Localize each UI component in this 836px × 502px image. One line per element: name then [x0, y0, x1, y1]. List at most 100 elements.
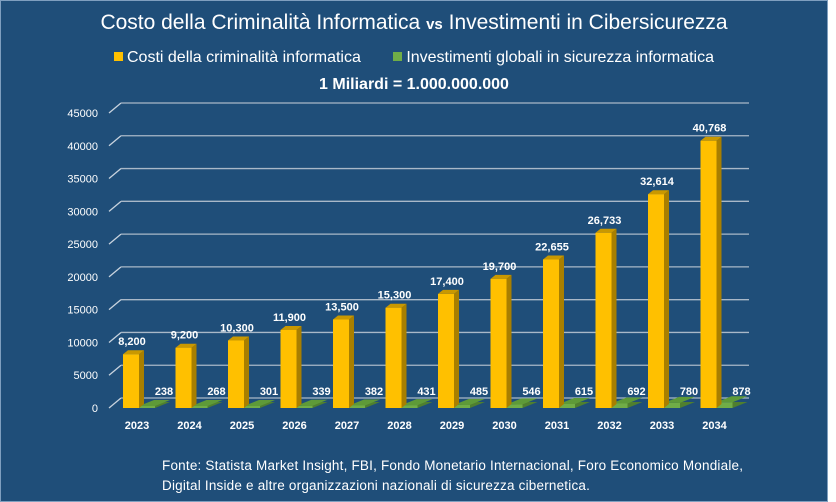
data-label-investment: 878 — [732, 386, 750, 398]
title-vs: vs — [426, 16, 443, 33]
y-tick-label: 25000 — [67, 239, 98, 251]
y-tick-label: 45000 — [67, 108, 98, 120]
legend: Costi della criminalità informatica Inve… — [1, 49, 827, 67]
bar-cost-top — [700, 136, 722, 141]
bar-cost-top — [385, 303, 407, 308]
data-label-cost: 22,655 — [535, 241, 569, 253]
data-label-cost: 32,614 — [640, 176, 675, 188]
data-label-cost: 19,700 — [483, 261, 517, 273]
bar-cost — [123, 354, 139, 408]
bar-investment — [611, 403, 628, 408]
x-tick-label: 2026 — [282, 420, 306, 432]
bar-cost-side — [244, 336, 249, 408]
data-label-cost: 13,500 — [325, 302, 359, 314]
data-label-investment: 382 — [365, 386, 383, 398]
x-tick-label: 2033 — [650, 420, 674, 432]
unit-note: 1 Miliardi = 1.000.000.000 — [319, 76, 509, 93]
bar-cost-side — [716, 136, 722, 409]
bar-cost — [333, 319, 349, 408]
gridline-slant — [108, 266, 122, 278]
gridline-slant — [108, 168, 122, 180]
gridline-slant — [108, 364, 122, 376]
bar-investment — [716, 402, 733, 408]
data-label-cost: 11,900 — [273, 312, 306, 324]
bar-cost — [490, 278, 507, 408]
source-line-2: Digital Inside e altre organizzazioni na… — [162, 478, 591, 493]
bar-investment-top — [244, 400, 275, 406]
bar-investment — [559, 403, 575, 408]
bar-investment — [506, 404, 523, 408]
data-label-investment: 615 — [575, 386, 593, 398]
bar-cost — [175, 347, 192, 408]
x-tick-label: 2027 — [335, 420, 359, 432]
y-tick-label: 10000 — [67, 337, 98, 349]
x-tick-label: 2031 — [545, 420, 569, 432]
bar-investment — [349, 405, 365, 408]
data-label-cost: 10,300 — [220, 322, 254, 334]
bar-cost — [648, 194, 664, 408]
bar-investment — [191, 406, 208, 408]
bar-investment-top — [349, 399, 380, 406]
x-tick-label: 2023 — [125, 420, 149, 432]
data-label-investment: 780 — [680, 386, 698, 398]
bar-investment-top — [559, 397, 590, 404]
x-tick-label: 2024 — [177, 420, 202, 432]
data-label-cost: 9,200 — [171, 330, 199, 342]
bar-cost-side — [296, 325, 302, 408]
x-tick-label: 2025 — [230, 420, 254, 432]
bar-cost-top — [490, 274, 512, 279]
chart-title: Costo della Criminalità Informatica vs I… — [1, 11, 827, 35]
data-label-investment: 692 — [627, 386, 645, 398]
legend-item-investments: Investimenti globali in sicurezza inform… — [393, 49, 714, 66]
bar-investment — [139, 406, 155, 408]
bar-cost-top — [333, 315, 354, 320]
x-tick-label: 2029 — [440, 420, 464, 432]
bar-investment-top — [611, 397, 643, 404]
bar-cost-side — [401, 303, 407, 408]
bar-investment-top — [401, 399, 433, 406]
bar-cost-side — [139, 350, 144, 408]
data-label-investment: 238 — [155, 386, 173, 398]
bar-investment-top — [139, 400, 170, 406]
source-note: Fonte: Statista Market Insight, FBI, Fon… — [162, 456, 743, 496]
data-label-cost: 40,768 — [693, 123, 727, 135]
bar-cost — [438, 293, 454, 408]
data-label-cost: 26,733 — [588, 215, 622, 227]
bar-cost — [595, 232, 612, 408]
bar-cost-top — [175, 343, 197, 348]
gridline-slant — [108, 299, 122, 311]
y-tick-label: 40000 — [67, 141, 98, 153]
gridline-slant — [108, 397, 122, 409]
y-tick-label: 20000 — [67, 272, 98, 284]
bar-cost-side — [559, 255, 564, 408]
gridline-slant — [108, 200, 122, 212]
bar-investment — [454, 404, 470, 408]
y-tick-label: 35000 — [67, 174, 98, 186]
bar-investment — [296, 405, 313, 408]
bar-cost-top — [543, 255, 564, 260]
legend-item-costs: Costi della criminalità informatica — [114, 49, 361, 66]
gridline-slant — [108, 135, 122, 147]
legend-label-costs: Costi della criminalità informatica — [127, 49, 361, 66]
bar-cost-top — [123, 350, 144, 355]
data-label-investment: 301 — [260, 386, 278, 398]
bar-cost — [385, 307, 402, 408]
bar-investment-top — [716, 396, 748, 403]
bar-cost-side — [191, 343, 197, 408]
bar-investment — [244, 406, 260, 408]
bar-cost — [280, 329, 297, 408]
data-label-investment: 431 — [417, 386, 435, 398]
title-part1: Costo della Criminalità Informatica — [100, 11, 421, 34]
source-line-1: Fonte: Statista Market Insight, FBI, Fon… — [162, 458, 744, 473]
y-tick-label: 0 — [92, 403, 98, 415]
bar-cost-top — [648, 190, 669, 195]
bar-cost-side — [506, 274, 512, 408]
gridline-slant — [108, 102, 122, 114]
data-label-cost: 17,400 — [430, 276, 464, 288]
gridline-slant — [108, 331, 122, 343]
bar-investment-top — [454, 398, 485, 405]
bar-cost-side — [454, 289, 459, 408]
x-tick-label: 2032 — [597, 420, 621, 432]
bar-cost-side — [349, 315, 354, 408]
